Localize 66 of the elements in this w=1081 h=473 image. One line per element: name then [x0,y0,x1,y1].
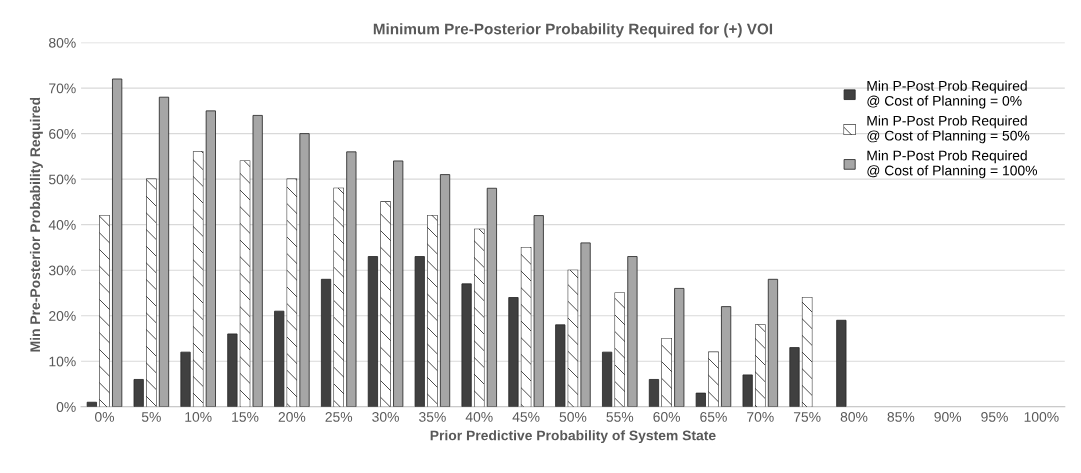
y-tick-label: 10% [49,356,76,367]
bar [742,374,753,407]
bar [789,347,800,407]
bar [158,96,170,407]
x-tick-label: 60% [653,412,681,422]
bar [180,351,191,407]
x-tick-label: 45% [512,412,540,422]
bar [555,324,566,407]
x-tick-label: 35% [419,412,446,422]
chart-title: Minimum Pre-Posterior Probability Required for (+) VOI [373,23,773,38]
bar [414,256,425,407]
bar [767,278,779,407]
x-tick-label: 15% [232,412,259,422]
x-tick-label: 25% [325,412,353,422]
x-tick-label: 90% [934,412,962,422]
bar [133,379,144,407]
y-tick-label: 80% [49,37,76,48]
bar [674,287,685,407]
bar [533,215,544,407]
legend-label: Min P-Post Prob Required @ Cost of Planning = 50% [867,115,1030,144]
bar [648,379,660,407]
x-tick-label: 5% [141,412,161,422]
bar [439,174,451,407]
bar [112,78,123,407]
bar [320,278,332,407]
x-tick-label: 40% [465,412,493,422]
y-tick-label: 50% [48,174,76,185]
bar [252,114,263,407]
bar [721,306,732,407]
x-tick-label: 50% [559,412,587,422]
bar [299,133,310,407]
bar [274,310,285,407]
x-tick-label: 100% [1024,412,1059,422]
x-tick-label: 10% [185,412,212,422]
bar [346,151,357,407]
bar [695,392,706,407]
bar [508,297,519,407]
y-axis-title: Min Pre-Posterior Probability Required [29,97,43,352]
x-tick-label: 55% [606,412,634,422]
x-tick-label: 75% [793,412,821,422]
bar [461,283,472,407]
y-tick-label: 20% [49,311,76,321]
bar [486,187,497,407]
bar [836,319,847,407]
bar [627,256,638,407]
legend-label: Min P-Post Prob Required @ Cost of Planning = 100% [867,150,1038,179]
y-tick-label: 40% [48,220,76,230]
x-tick-label: 30% [372,412,399,422]
y-tick-label: 60% [49,128,76,139]
x-tick-label: 65% [700,412,727,422]
x-tick-label: 0% [95,412,115,422]
y-tick-label: 30% [48,265,76,276]
x-tick-label: 80% [840,412,868,422]
y-tick-label: 70% [49,83,76,94]
x-tick-label: 85% [887,412,915,422]
legend-label: Min P-Post Prob Required @ Cost of Planning = 0% [867,80,1027,109]
x-tick-label: 95% [981,412,1008,422]
bar [367,256,379,407]
x-tick-label: 20% [278,412,306,422]
bar [602,351,613,407]
bar [227,333,238,407]
x-tick-label: 70% [747,412,774,422]
bar [393,160,404,407]
x-axis-title: Prior Predictive Probability of System State [430,430,716,444]
y-tick-label: 0% [56,402,76,412]
bar [580,242,591,407]
